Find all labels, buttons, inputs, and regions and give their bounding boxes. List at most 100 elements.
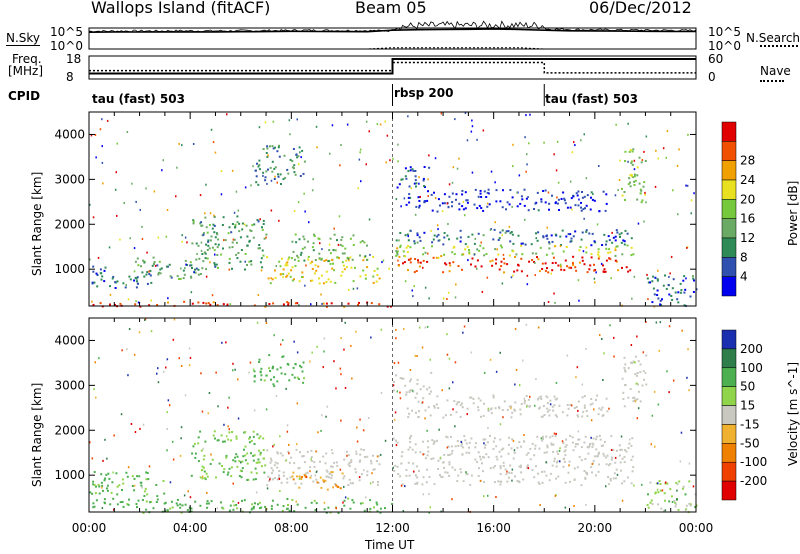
heatmap-cell xyxy=(514,409,516,412)
heatmap-cell xyxy=(450,435,452,438)
heatmap-cell xyxy=(95,485,97,488)
heatmap-noise-cell xyxy=(506,470,508,473)
heatmap-cell xyxy=(556,461,558,464)
heatmap-cell xyxy=(541,470,543,473)
heatmap-noise-cell xyxy=(688,389,690,392)
heatmap-cell xyxy=(520,403,523,406)
heatmap-cell xyxy=(398,255,401,258)
heatmap-cell xyxy=(224,239,227,242)
heatmap-cell xyxy=(594,241,597,244)
heatmap-noise-cell xyxy=(303,192,305,195)
heatmap-noise-cell xyxy=(209,212,212,215)
heatmap-noise-cell xyxy=(386,134,389,137)
heatmap-noise-cell xyxy=(397,361,400,364)
heatmap-cell xyxy=(584,207,586,210)
heatmap-cell xyxy=(559,235,562,238)
heatmap-cell xyxy=(466,201,469,204)
heatmap-cell xyxy=(404,175,407,178)
heatmap-cell xyxy=(230,475,233,478)
heatmap-cell xyxy=(139,481,142,484)
heatmap-cell xyxy=(433,441,436,443)
heatmap-noise-cell xyxy=(340,337,342,340)
heatmap-cell xyxy=(407,416,410,419)
heatmap-noise-cell xyxy=(240,461,242,464)
heatmap-cell xyxy=(457,474,460,477)
heatmap-cell xyxy=(546,267,548,270)
heatmap-noise-cell xyxy=(596,223,599,226)
heatmap-noise-cell xyxy=(412,295,414,298)
heatmap-cell xyxy=(423,185,426,187)
heatmap-cell xyxy=(215,476,217,479)
heatmap-cell xyxy=(373,468,376,471)
heatmap-noise-cell xyxy=(300,156,302,159)
heatmap-noise-cell xyxy=(560,263,562,266)
heatmap-cell xyxy=(272,147,275,150)
heatmap-noise-cell xyxy=(127,374,129,377)
heatmap-cell xyxy=(623,191,626,193)
heatmap-cell xyxy=(311,260,313,263)
heatmap-cell xyxy=(330,474,333,477)
heatmap-cell xyxy=(137,499,140,502)
heatmap-cell xyxy=(155,484,158,486)
heatmap-noise-cell xyxy=(178,357,180,360)
heatmap-cell xyxy=(516,446,519,449)
heatmap-cell xyxy=(189,264,192,267)
heatmap-cell xyxy=(615,245,618,248)
heatmap-cell xyxy=(396,247,399,250)
heatmap-cell xyxy=(337,486,340,488)
heatmap-cell xyxy=(213,263,216,266)
heatmap-cell xyxy=(601,244,604,246)
heatmap-cell xyxy=(502,447,505,450)
heatmap-cell xyxy=(96,274,99,276)
heatmap-cell xyxy=(301,276,303,278)
heatmap-cell xyxy=(404,234,407,237)
heatmap-noise-cell xyxy=(138,331,141,334)
heatmap-noise-cell xyxy=(559,460,561,463)
heatmap-cell xyxy=(680,289,683,292)
heatmap-cell xyxy=(517,264,520,267)
heatmap-cell xyxy=(398,264,400,267)
heatmap-noise-cell xyxy=(235,190,238,193)
heatmap-cell xyxy=(545,451,548,454)
heatmap-cell xyxy=(269,370,272,372)
heatmap-cell xyxy=(436,235,439,238)
heatmap-cell xyxy=(553,460,556,463)
heatmap-cell xyxy=(585,246,588,249)
heatmap-noise-cell xyxy=(133,270,136,273)
heatmap-noise-cell xyxy=(636,335,638,338)
heatmap-noise-cell xyxy=(525,323,528,326)
heatmap-cell xyxy=(399,475,402,478)
heatmap-cell xyxy=(395,239,398,242)
heatmap-cell xyxy=(619,236,621,238)
heatmap-noise-cell xyxy=(380,391,383,394)
heatmap-noise-cell xyxy=(368,417,370,419)
heatmap-cell xyxy=(274,461,277,464)
heatmap-cell xyxy=(464,191,467,194)
heatmap-cell xyxy=(620,448,623,451)
heatmap-cell xyxy=(364,274,367,277)
heatmap-cell xyxy=(566,206,569,209)
heatmap-noise-cell xyxy=(266,487,269,490)
heatmap-noise-cell xyxy=(418,176,420,179)
heatmap-cell xyxy=(667,284,670,286)
heatmap-cell xyxy=(158,260,161,263)
heatmap-cell xyxy=(431,241,434,244)
heatmap-cell xyxy=(257,220,260,223)
heatmap-noise-cell xyxy=(495,370,498,373)
heatmap-cell xyxy=(586,271,589,274)
heatmap-cell xyxy=(189,261,192,264)
heatmap-cell xyxy=(310,456,313,459)
heatmap-noise-cell xyxy=(293,340,295,343)
heatmap-noise-cell xyxy=(483,442,485,445)
heatmap-noise-cell xyxy=(686,184,689,187)
heatmap-noise-cell xyxy=(578,299,580,302)
heatmap-noise-cell xyxy=(297,201,300,204)
heatmap-noise-cell xyxy=(156,372,158,375)
heatmap-cell xyxy=(238,222,241,225)
heatmap-cell xyxy=(526,466,529,469)
heatmap-cell xyxy=(282,273,285,276)
heatmap-noise-cell xyxy=(101,145,103,148)
heatmap-cell xyxy=(568,266,571,269)
heatmap-cell xyxy=(445,435,448,438)
heatmap-cell xyxy=(551,405,554,408)
